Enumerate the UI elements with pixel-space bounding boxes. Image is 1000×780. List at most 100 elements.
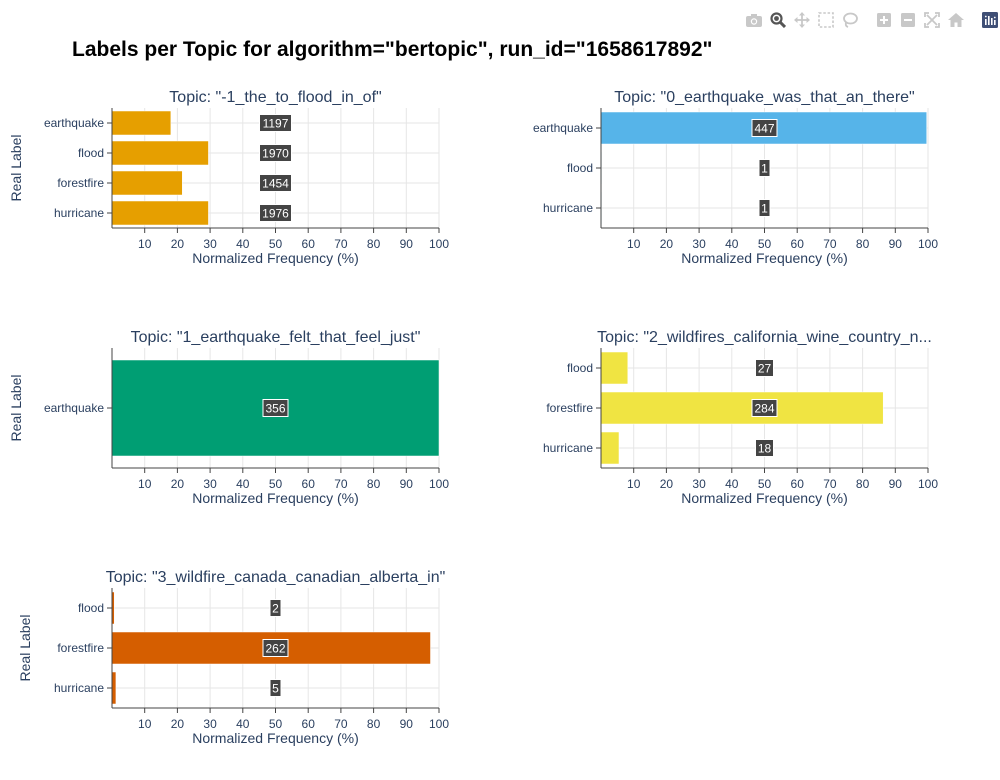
data-label-box xyxy=(755,359,774,377)
x-tick-label: 10 xyxy=(138,717,152,731)
x-tick-label: 30 xyxy=(692,477,706,491)
data-label-box xyxy=(262,399,289,417)
camera-icon[interactable] xyxy=(744,10,764,30)
data-label-box xyxy=(751,399,778,417)
page-title: Labels per Topic for algorithm="bertopic… xyxy=(72,38,713,61)
zoom-in-icon[interactable] xyxy=(874,10,894,30)
data-label: 27 xyxy=(758,362,772,376)
x-tick-label: 70 xyxy=(334,717,348,731)
x-tick-label: 60 xyxy=(791,237,805,251)
y-tick-label: hurricane xyxy=(54,681,104,695)
data-label-box xyxy=(758,199,771,217)
data-label: 1 xyxy=(761,202,768,216)
x-tick-label: 50 xyxy=(269,477,283,491)
x-tick-label: 10 xyxy=(627,477,641,491)
bar-hurricane xyxy=(111,200,209,226)
chart-title: Topic: "-1_the_to_flood_in_of" xyxy=(169,89,381,106)
x-tick-label: 60 xyxy=(302,237,316,251)
x-axis-title: Normalized Frequency (%) xyxy=(192,250,359,266)
plotly-logo-icon[interactable] xyxy=(980,10,1000,30)
y-tick-label: flood xyxy=(78,146,104,160)
bar-hurricane xyxy=(111,671,117,705)
x-tick-label: 60 xyxy=(791,477,805,491)
x-tick-label: 30 xyxy=(203,237,217,251)
x-axis-title: Normalized Frequency (%) xyxy=(681,250,848,266)
bar-forestfire xyxy=(111,170,183,196)
x-tick-label: 90 xyxy=(889,237,903,251)
lasso-icon[interactable] xyxy=(840,10,860,30)
chart-panel-0: earthquake flood forestfire hurricane 10 20 30… xyxy=(8,89,449,266)
y-tick-label: forestfire xyxy=(57,176,104,190)
data-label: 2 xyxy=(272,602,279,616)
y-tick-label: hurricane xyxy=(543,441,593,455)
x-tick-label: 90 xyxy=(400,477,414,491)
data-label-box xyxy=(751,119,778,137)
chart-title: Topic: "1_earthquake_felt_that_feel_just… xyxy=(131,329,421,346)
chart-panel-3: flood forestfire hurricane 10 20 30 40 50 60 70 80… xyxy=(543,329,938,506)
x-tick-label: 40 xyxy=(236,237,250,251)
x-axis-title: Normalized Frequency (%) xyxy=(192,490,359,506)
y-tick-label: earthquake xyxy=(44,401,104,415)
x-tick-label: 100 xyxy=(429,717,449,731)
x-tick-label: 30 xyxy=(203,477,217,491)
x-tick-label: 70 xyxy=(334,477,348,491)
x-tick-label: 70 xyxy=(334,237,348,251)
x-tick-label: 50 xyxy=(269,717,283,731)
y-tick-label: hurricane xyxy=(543,201,593,215)
x-tick-label: 10 xyxy=(627,237,641,251)
x-tick-label: 80 xyxy=(367,477,381,491)
data-label-box xyxy=(259,114,292,132)
y-tick-label: flood xyxy=(567,161,593,175)
data-label: 18 xyxy=(758,442,772,456)
modebar xyxy=(740,10,1000,30)
x-tick-label: 100 xyxy=(918,477,938,491)
x-tick-label: 50 xyxy=(758,477,772,491)
data-label-box xyxy=(269,599,282,617)
zoom-out-icon[interactable] xyxy=(898,10,918,30)
data-label-box xyxy=(262,639,289,657)
data-label: 1 xyxy=(761,162,768,176)
reset-axes-icon[interactable] xyxy=(946,10,966,30)
x-tick-label: 20 xyxy=(171,717,185,731)
x-tick-label: 50 xyxy=(269,237,283,251)
data-label: 1197 xyxy=(263,117,289,131)
x-tick-label: 40 xyxy=(236,717,250,731)
box-select-icon[interactable] xyxy=(816,10,836,30)
x-tick-label: 20 xyxy=(171,477,185,491)
data-label-box xyxy=(259,144,292,162)
pan-icon[interactable] xyxy=(792,10,812,30)
x-tick-label: 40 xyxy=(236,477,250,491)
x-tick-label: 10 xyxy=(138,237,152,251)
x-tick-label: 70 xyxy=(823,477,837,491)
chart-title: Topic: "3_wildfire_canada_canadian_alber… xyxy=(106,569,446,586)
data-label: 356 xyxy=(265,402,285,416)
x-tick-label: 20 xyxy=(660,237,674,251)
x-tick-label: 30 xyxy=(692,237,706,251)
x-tick-label: 80 xyxy=(856,237,870,251)
x-tick-label: 70 xyxy=(823,237,837,251)
chart-panel-4: flood forestfire hurricane 10 20 30 40 50 60 70 80… xyxy=(17,569,449,746)
y-tick-label: earthquake xyxy=(44,116,104,130)
y-tick-label: forestfire xyxy=(57,641,104,655)
bar-hurricane xyxy=(600,431,620,465)
data-label-box xyxy=(259,204,292,222)
data-label: 262 xyxy=(265,642,285,656)
data-label-box xyxy=(259,174,292,192)
x-tick-label: 40 xyxy=(725,477,739,491)
x-tick-label: 60 xyxy=(302,477,316,491)
x-tick-label: 80 xyxy=(367,237,381,251)
data-label: 284 xyxy=(754,402,774,416)
data-label: 1454 xyxy=(262,177,289,191)
chart-panel-2: earthquake 10 20 30 40 50 60 70 80 90 100 Normalize… xyxy=(8,329,449,506)
y-tick-label: flood xyxy=(567,361,593,375)
y-axis-title: Real Label xyxy=(17,615,33,682)
zoom-icon[interactable] xyxy=(768,10,788,30)
chart-panel-1: earthquake flood hurricane 10 20 30 40 50 60 70 80… xyxy=(533,89,938,266)
data-label-box xyxy=(758,159,771,177)
data-label-box xyxy=(269,679,282,697)
autoscale-icon[interactable] xyxy=(922,10,942,30)
bar-earthquake xyxy=(111,110,172,136)
x-tick-label: 30 xyxy=(203,717,217,731)
x-tick-label: 90 xyxy=(889,477,903,491)
